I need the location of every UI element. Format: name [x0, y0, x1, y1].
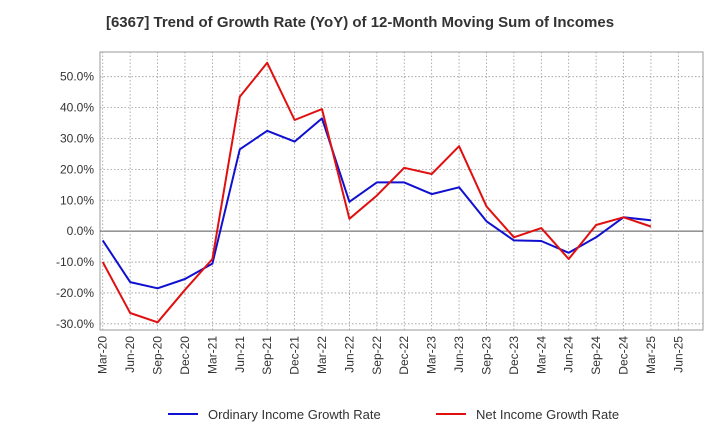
y-tick-label: -30.0%	[56, 317, 94, 331]
x-tick-label: Dec-23	[507, 336, 521, 375]
x-tick-label: Mar-22	[315, 336, 329, 374]
y-tick-label: -10.0%	[56, 255, 94, 269]
y-tick-label: 50.0%	[60, 70, 94, 84]
x-tick-label: Sep-22	[370, 336, 384, 375]
x-tick-label: Dec-21	[288, 336, 302, 375]
x-tick-label: Mar-20	[96, 336, 110, 374]
x-tick-label: Dec-22	[397, 336, 411, 375]
x-tick-label: Jun-24	[562, 336, 576, 373]
x-tick-label: Jun-23	[452, 336, 466, 373]
y-tick-label: 20.0%	[60, 162, 94, 176]
x-tick-label: Dec-20	[178, 336, 192, 375]
y-tick-label: 0.0%	[67, 224, 95, 238]
x-tick-label: Sep-23	[479, 336, 493, 375]
x-tick-label: Mar-23	[425, 336, 439, 374]
x-tick-label: Mar-21	[205, 336, 219, 374]
x-tick-label: Jun-22	[342, 336, 356, 373]
y-tick-label: 30.0%	[60, 131, 94, 145]
y-tick-label: 40.0%	[60, 101, 94, 115]
x-tick-label: Sep-24	[589, 336, 603, 375]
x-tick-label: Dec-24	[617, 336, 631, 375]
x-tick-label: Mar-24	[534, 336, 548, 374]
x-tick-label: Sep-21	[260, 336, 274, 375]
x-tick-label: Jun-25	[671, 336, 685, 373]
legend-label-2: Net Income Growth Rate	[476, 407, 619, 422]
x-tick-label: Sep-20	[151, 336, 165, 375]
y-tick-label: 10.0%	[60, 193, 94, 207]
x-tick-label: Jun-21	[233, 336, 247, 373]
plot-area	[99, 51, 704, 331]
x-tick-label: Mar-25	[644, 336, 658, 374]
chart-title: [6367] Trend of Growth Rate (YoY) of 12-…	[105, 14, 615, 31]
x-tick-label: Jun-20	[123, 336, 137, 373]
y-tick-label: -20.0%	[56, 286, 94, 300]
legend-label-1: Ordinary Income Growth Rate	[208, 407, 381, 422]
series-line-2	[101, 61, 652, 324]
